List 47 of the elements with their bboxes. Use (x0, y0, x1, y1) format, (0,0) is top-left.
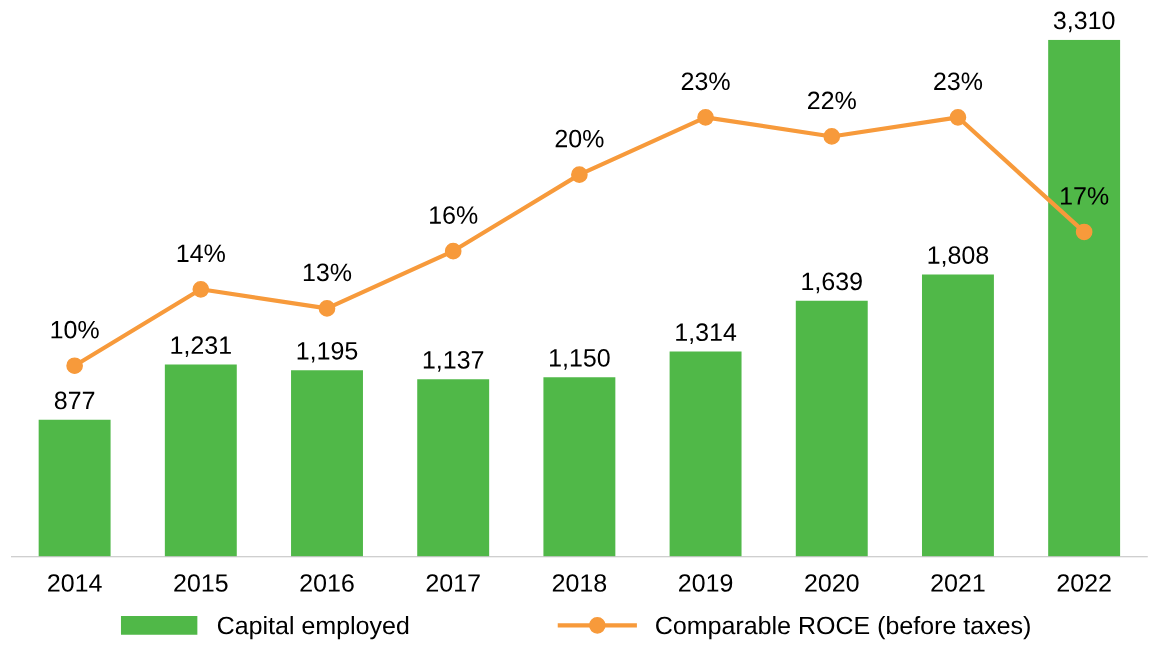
x-tick-label: 2018 (552, 574, 607, 592)
x-tick-label: 2022 (1057, 574, 1111, 592)
data-label: 877 (54, 391, 95, 410)
data-label: 22% (808, 91, 856, 110)
data-label: 1,137 (423, 351, 484, 372)
data-label: 23% (681, 72, 730, 91)
point (949, 108, 967, 126)
x-tick-label: 2014 (48, 574, 102, 592)
point (697, 108, 714, 126)
data-label: 20% (555, 129, 604, 148)
point (192, 280, 210, 298)
point (1075, 223, 1093, 241)
bar (417, 379, 490, 557)
data-label: 1,639 (802, 272, 862, 294)
bar (921, 274, 994, 557)
bar (38, 419, 111, 557)
bar (291, 370, 363, 557)
bar (543, 377, 616, 557)
data-label: 14% (177, 244, 225, 263)
data-label: 1,195 (297, 341, 358, 363)
point (444, 242, 462, 260)
x-tick-label: 2020 (805, 574, 859, 592)
bar (1048, 39, 1121, 557)
data-label: 1,231 (171, 336, 231, 357)
data-label: 1,808 (928, 246, 989, 267)
data-label: 3,310 (1053, 11, 1115, 33)
point (823, 128, 841, 145)
legend-label: Comparable ROCE (before taxes) (656, 615, 1030, 640)
data-label: 17% (1061, 187, 1109, 205)
x-tick-label: 2019 (679, 574, 733, 592)
data-label: 23% (934, 72, 983, 91)
x-tick-label: 2016 (300, 574, 354, 592)
point (66, 357, 83, 375)
bar (669, 351, 742, 557)
data-label: 13% (303, 263, 352, 282)
point (571, 166, 588, 183)
bar (795, 300, 868, 557)
data-label: 1,150 (550, 348, 610, 370)
x-tick-label: 2017 (426, 574, 480, 592)
data-label: 16% (430, 206, 478, 224)
x-tick-label: 2021 (931, 574, 985, 592)
bar (164, 364, 237, 557)
legend-label: Capital employed (217, 615, 409, 640)
x-tick-label: 2015 (174, 574, 228, 592)
point (318, 300, 336, 317)
data-label: 1,314 (676, 323, 737, 345)
data-label: 10% (51, 320, 99, 339)
